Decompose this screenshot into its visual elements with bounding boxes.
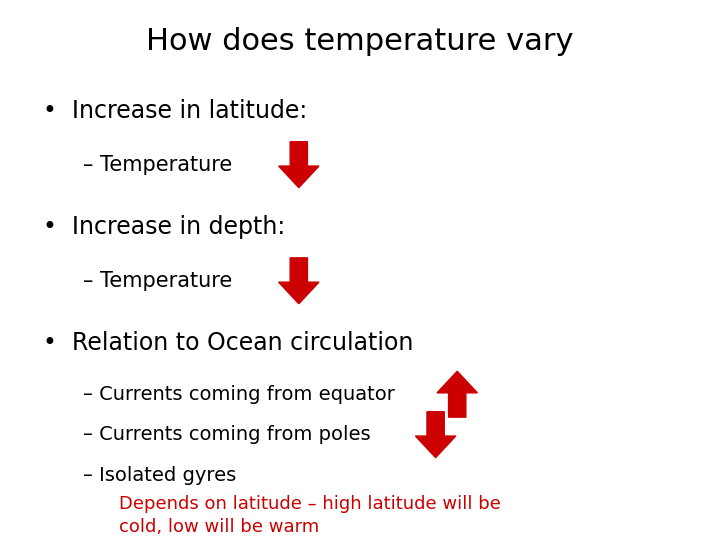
Polygon shape	[279, 142, 319, 188]
Text: – Temperature: – Temperature	[83, 154, 232, 175]
Text: – Isolated gyres: – Isolated gyres	[83, 465, 236, 485]
Text: •  Increase in latitude:: • Increase in latitude:	[43, 99, 307, 123]
Polygon shape	[279, 258, 319, 303]
Text: Depends on latitude – high latitude will be
cold, low will be warm: Depends on latitude – high latitude will…	[119, 495, 500, 537]
Text: – Temperature: – Temperature	[83, 271, 232, 291]
Text: – Currents coming from equator: – Currents coming from equator	[83, 384, 395, 404]
Text: How does temperature vary: How does temperature vary	[146, 27, 574, 56]
Text: •  Increase in depth:: • Increase in depth:	[43, 215, 285, 239]
Text: •  Relation to Ocean circulation: • Relation to Ocean circulation	[43, 331, 413, 355]
Text: – Currents coming from poles: – Currents coming from poles	[83, 425, 370, 444]
Polygon shape	[415, 411, 456, 457]
Polygon shape	[437, 372, 477, 417]
